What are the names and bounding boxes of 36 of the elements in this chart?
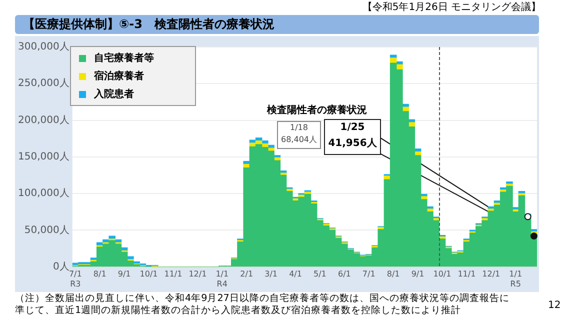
annotation: 1/18 68,404人 (277, 121, 321, 149)
x-tick-label: 1/1 R5 (509, 270, 522, 288)
y-tick-label: 200,000人 (18, 114, 70, 126)
y-tick-label: 50,000人 (24, 224, 70, 236)
annotation: 1/25 41,956人 (324, 119, 381, 155)
x-tick-label: 12/1 (482, 270, 500, 279)
x-tick-label: 11/1 (164, 270, 182, 279)
legend-label: 入院患者 (93, 88, 135, 102)
annotation: 検査陽性者の療養状況 (267, 105, 367, 117)
x-tick-label: 10/1 (140, 270, 158, 279)
y-tick-label: 300,000人 (18, 42, 70, 53)
y-tick-label: 150,000人 (18, 151, 70, 162)
x-tick-label: 6/1 (338, 270, 351, 279)
x-tick-label: 1/1 R4 (216, 270, 229, 288)
x-tick-label: 5/1 (314, 270, 326, 279)
x-tick-label: 2/1 (240, 270, 254, 279)
legend-label: 宿泊療養者 (93, 69, 145, 84)
x-tick-label: 7/1 (362, 270, 376, 279)
x-tick-label: 9/1 (411, 270, 424, 279)
text: 【令和5年1月26日 モニタリング会議】 (362, 2, 541, 14)
x-tick-label: 9/1 (118, 270, 131, 279)
legend-label: 自宅療養者等 (93, 51, 155, 66)
x-tick-label: 10/1 (433, 270, 452, 279)
x-tick-label: 4/1 (289, 270, 302, 279)
text: （注）全数届出の見直しに伴い、令和4年9月27日以降の自宅療養者等の数は、国への療養状況等の調査報告に準じて、直近1週間の新規陽性者数の合計から入院患者数及び宿泊療養者数を控除した数により推計 (15, 293, 510, 317)
x-tick-label: 3/1 (264, 270, 278, 279)
x-tick-label: 8/1 (93, 270, 106, 279)
y-tick-label: 250,000人 (18, 78, 70, 90)
x-tick-label: 12/1 (188, 270, 207, 279)
y-tick-label: 0人 (52, 261, 70, 272)
chart-title: 【医療提供体制】⑤-3 検査陽性者の療養状況 (15, 15, 539, 34)
x-tick-label: 11/1 (458, 270, 476, 279)
x-tick-label: 8/1 (386, 270, 400, 279)
y-tick-label: 100,000人 (18, 188, 70, 200)
text: 12 (548, 300, 561, 312)
x-tick-label: 7/1 R3 (68, 270, 82, 288)
